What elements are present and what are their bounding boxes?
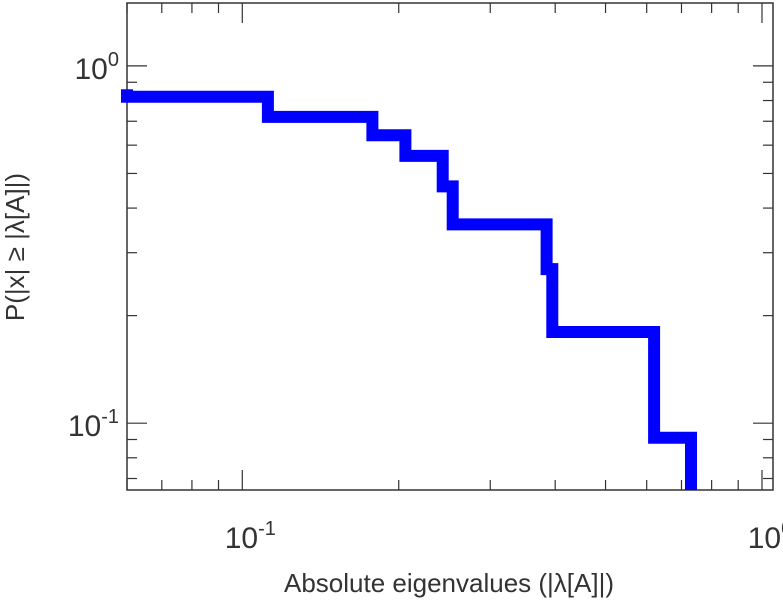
y-tick-label-1: 100 [75, 49, 120, 86]
x-tick-label-0-base: 10 [225, 522, 258, 555]
data-series [121, 89, 697, 490]
x-tick-label-1-base: 10 [748, 522, 781, 555]
x-axis-label: Absolute eigenvalues (|λ[A]|) [284, 568, 614, 598]
x-tick-label-1: 100 [748, 518, 783, 555]
y-tick-label-0: 10-1 [68, 406, 119, 443]
y-tick-label-1-exponent: 0 [108, 49, 119, 71]
y-tick-label-1-base: 10 [75, 53, 108, 86]
axes-frame [126, 2, 774, 491]
step-series-line-0 [121, 89, 697, 490]
y-tick-label-0-base: 10 [68, 410, 101, 443]
y-tick-label-0-exponent: -1 [101, 406, 119, 428]
x-tick-label-0-exponent: -1 [258, 518, 276, 540]
y-axis-label: P(|x| ≥ |λ[A]|) [0, 173, 30, 321]
x-tick-label-0: 10-1 [225, 518, 276, 555]
plot-frame [126, 2, 774, 491]
x-tick-label-1-exponent: 0 [781, 518, 783, 540]
axis-ticks [126, 3, 773, 490]
